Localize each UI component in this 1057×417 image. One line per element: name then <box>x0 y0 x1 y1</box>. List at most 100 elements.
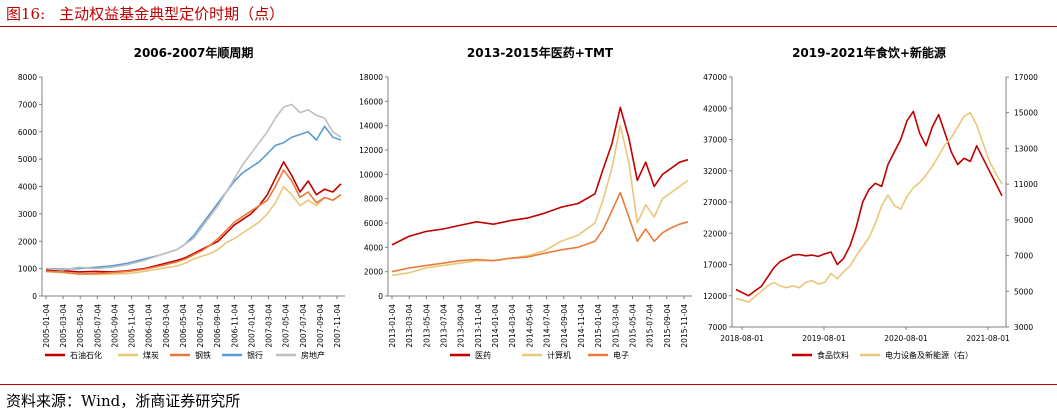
y-tick-label: 12000 <box>359 146 383 155</box>
chart-procyclical: 2006-2007年顺周期 0 1000 2000 3000 4000 5000 6000 70… <box>18 45 345 360</box>
x-tick-label: 2005-03-04 <box>59 304 68 348</box>
legend-label: 医药 <box>475 350 491 360</box>
source-note: 资料来源：Wind，浙商证券研究所 <box>6 392 241 410</box>
figure-title: 图16: 主动权益基金典型定价时期（点） <box>6 3 284 24</box>
x-tick-label: 2007-03-04 <box>265 304 274 348</box>
x-tick-label: 2013-07-04 <box>440 304 449 348</box>
x-tick-label: 2013-11-04 <box>474 304 483 348</box>
y-tick-label: 3000 <box>18 210 37 219</box>
y-tick-label: 6000 <box>364 219 383 228</box>
x-tick-label: 2019-08-01 <box>802 334 846 343</box>
chart-title: 2006-2007年顺周期 <box>134 45 254 60</box>
y-tick-label: 16000 <box>359 97 383 106</box>
y-tick-label: 4000 <box>18 183 37 192</box>
chart-food-newenergy: 2019-2021年食饮+新能源 7000 12000 17000 22000 27000… <box>703 45 1038 360</box>
x-tick-label: 2006-05-04 <box>179 304 188 348</box>
x-tick-label: 2006-09-04 <box>213 304 222 348</box>
x-tick-label: 2018-08-01 <box>720 334 764 343</box>
x-tick-label: 2015-01-04 <box>594 304 603 348</box>
y-tick-label: 10000 <box>359 170 383 179</box>
y-right-tick-label: 5000 <box>1014 287 1033 296</box>
y-tick-label: 6000 <box>18 128 37 137</box>
x-tick-label: 2007-05-04 <box>282 304 291 348</box>
x-tick-label: 2021-08-01 <box>966 334 1010 343</box>
y-tick-label: 37000 <box>703 136 727 145</box>
y-tick-label: 18000 <box>359 73 383 82</box>
y-right-tick-label: 7000 <box>1014 252 1033 261</box>
x-tick-label: 2005-05-04 <box>76 304 85 348</box>
y-tick-label: 8000 <box>364 195 383 204</box>
y-tick-label: 2000 <box>364 268 383 277</box>
x-tick-label: 2006-01-04 <box>145 304 154 348</box>
x-tick-label: 2005-11-04 <box>128 304 137 348</box>
x-tick-label: 2013-01-04 <box>388 304 397 348</box>
legend-label: 电力设备及新能源（右） <box>885 350 973 360</box>
chart-title: 2019-2021年食饮+新能源 <box>792 45 946 60</box>
footer-divider <box>0 384 1057 385</box>
x-tick-label: 2015-09-04 <box>663 304 672 348</box>
series-line <box>391 124 689 277</box>
y-right-tick-label: 17000 <box>1014 73 1038 82</box>
y-right-tick-label: 15000 <box>1014 109 1038 118</box>
x-tick-label: 2005-09-04 <box>110 304 119 348</box>
legend-label: 计算机 <box>547 350 571 360</box>
figure-caption: 主动权益基金典型定价时期（点） <box>59 5 285 23</box>
y-tick-label: 17000 <box>703 261 727 270</box>
legend-label: 石油石化 <box>70 350 102 360</box>
series-line <box>45 169 342 275</box>
x-tick-label: 2015-05-04 <box>628 304 637 348</box>
x-tick-label: 2014-09-04 <box>560 304 569 348</box>
x-tick-label: 2007-01-04 <box>247 304 256 348</box>
series-line <box>391 191 689 273</box>
x-tick-label: 2014-03-04 <box>508 304 517 348</box>
y-tick-label: 42000 <box>703 104 727 113</box>
y-tick-label: 12000 <box>703 292 727 301</box>
x-tick-label: 2014-01-04 <box>491 304 500 348</box>
y-tick-label: 2000 <box>18 237 37 246</box>
x-tick-label: 2020-08-01 <box>884 334 928 343</box>
x-tick-label: 2006-11-04 <box>230 304 239 348</box>
x-tick-label: 2007-07-04 <box>299 304 308 348</box>
legend-label: 房地产 <box>301 350 325 360</box>
x-tick-label: 2014-11-04 <box>577 304 586 348</box>
y-right-tick-label: 3000 <box>1014 323 1033 332</box>
y-tick-label: 47000 <box>703 73 727 82</box>
x-tick-label: 2013-09-04 <box>457 304 466 348</box>
series-line <box>391 106 689 246</box>
legend-label: 钢铁 <box>195 350 211 360</box>
series-line <box>45 185 342 276</box>
series-line <box>735 110 1003 297</box>
series-line <box>45 103 342 271</box>
y-right-tick-label: 11000 <box>1014 180 1038 189</box>
legend-label: 食品饮料 <box>817 350 849 360</box>
x-tick-label: 2015-07-04 <box>646 304 655 348</box>
x-tick-label: 2006-07-04 <box>196 304 205 348</box>
x-tick-label: 2005-01-04 <box>42 304 51 348</box>
y-tick-label: 0 <box>378 292 383 301</box>
x-tick-label: 2007-09-04 <box>316 304 325 348</box>
y-right-tick-label: 13000 <box>1014 144 1038 153</box>
x-tick-label: 2013-05-04 <box>422 304 431 348</box>
x-tick-label: 2005-07-04 <box>93 304 102 348</box>
legend-label: 电子 <box>613 350 629 360</box>
x-tick-label: 2015-11-04 <box>680 304 689 348</box>
title-divider <box>0 26 1057 27</box>
y-right-tick-label: 9000 <box>1014 216 1033 225</box>
y-tick-label: 22000 <box>703 229 727 238</box>
x-tick-label: 2015-03-04 <box>611 304 620 348</box>
legend-label: 煤炭 <box>143 350 159 360</box>
y-tick-label: 27000 <box>703 198 727 207</box>
series-line <box>45 125 342 270</box>
legend-label: 银行 <box>247 350 263 360</box>
y-tick-label: 32000 <box>703 167 727 176</box>
chart-pharma-tmt: 2013-2015年医药+TMT 0 2000 4000 6000 8000 10000 12… <box>359 45 692 360</box>
series-line <box>735 111 1003 303</box>
figure-number: 图16: <box>6 5 46 23</box>
y-tick-label: 4000 <box>364 243 383 252</box>
x-tick-label: 2007-11-04 <box>333 304 342 348</box>
x-tick-label: 2014-07-04 <box>543 304 552 348</box>
y-tick-label: 1000 <box>18 265 37 274</box>
y-tick-label: 7000 <box>18 100 37 109</box>
y-tick-label: 8000 <box>18 73 37 82</box>
x-tick-label: 2013-03-04 <box>405 304 414 348</box>
